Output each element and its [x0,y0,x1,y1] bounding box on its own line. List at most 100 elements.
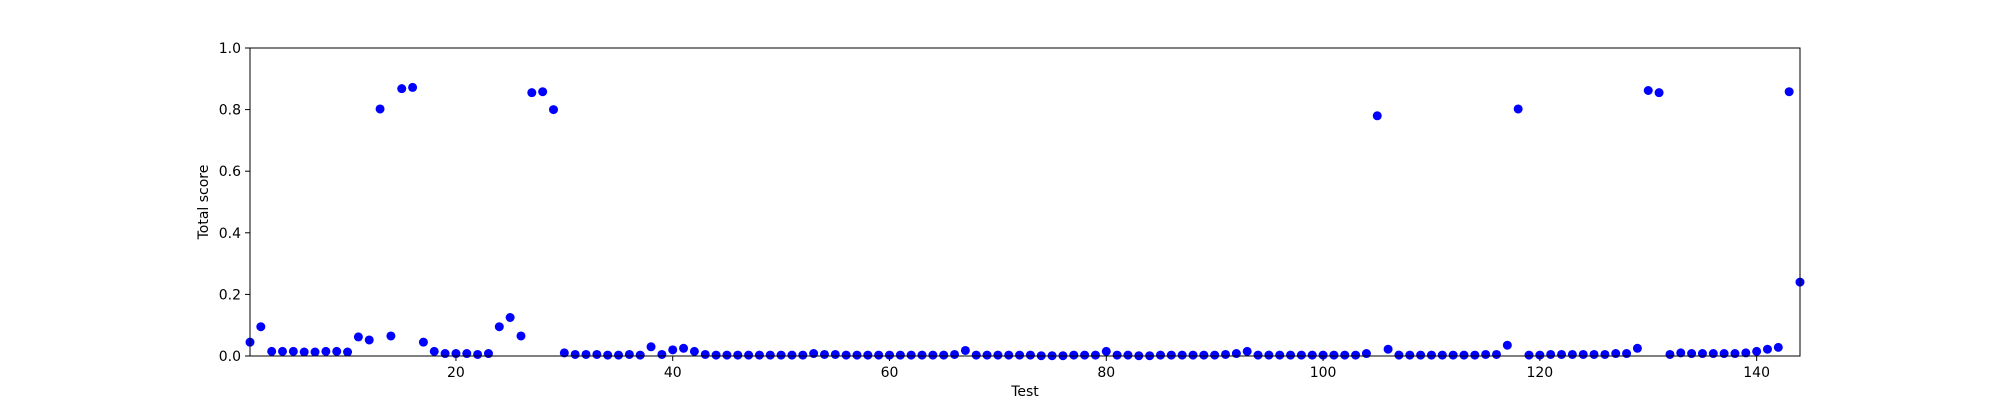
data-point [1329,350,1339,360]
data-point [1405,350,1415,360]
data-point [418,337,428,347]
data-point [1112,350,1122,360]
data-point [733,350,743,360]
y-tick-label: 0.2 [219,287,241,303]
y-axis-label: Total score [196,165,212,241]
data-point [1697,349,1707,359]
data-points [245,82,1805,361]
data-point [1286,350,1296,360]
data-point [776,350,786,360]
data-point [1101,346,1111,356]
data-point [408,82,418,92]
x-tick-label: 20 [447,365,465,381]
data-point [440,349,450,359]
data-point [1567,349,1577,359]
data-point [744,350,754,360]
data-point [1448,350,1458,360]
data-point [494,322,504,332]
data-point [386,331,396,341]
data-point [1524,350,1534,360]
data-point [765,350,775,360]
x-tick-label: 80 [1097,365,1115,381]
data-point [1231,349,1241,359]
data-point [1773,342,1783,352]
data-point [1340,350,1350,360]
y-tick-label: 0.8 [219,103,241,119]
x-tick-label: 120 [1526,365,1553,381]
x-tick-label: 140 [1743,365,1770,381]
data-point [1394,350,1404,360]
data-point [1676,348,1686,358]
data-point [278,346,288,356]
x-tick-label: 60 [881,365,899,381]
data-point [819,349,829,359]
data-point [332,346,342,356]
data-point [310,347,320,357]
data-point [592,349,602,359]
data-point [1762,344,1772,354]
data-point [993,350,1003,360]
data-point [874,350,884,360]
data-point [657,349,667,359]
data-point [1470,350,1480,360]
data-point [1708,349,1718,359]
data-point [1090,350,1100,360]
data-point [971,350,981,360]
data-point [1383,344,1393,354]
data-point [548,105,558,115]
data-point [1275,350,1285,360]
data-point [917,350,927,360]
data-point [581,349,591,359]
data-point [798,350,808,360]
data-point [1654,88,1664,98]
data-point [1221,349,1231,359]
plot-area-frame [249,47,1801,357]
data-point [960,345,970,355]
data-point [863,350,873,360]
data-point [1210,350,1220,360]
data-point [1578,349,1588,359]
data-point [1546,349,1556,359]
data-point [343,347,353,357]
data-point [1502,340,1512,350]
data-point [1632,343,1642,353]
data-point [1264,350,1274,360]
data-point [1080,350,1090,360]
data-point [375,104,385,114]
data-point [1015,350,1025,360]
data-point [1459,350,1469,360]
data-point [516,331,526,341]
data-point [635,350,645,360]
data-point [462,349,472,359]
data-point [397,84,407,94]
data-point [1535,350,1545,360]
data-point [885,350,895,360]
data-point [1069,350,1079,360]
data-point [982,350,992,360]
data-point [852,350,862,360]
data-point [1426,350,1436,360]
data-point [689,346,699,356]
data-point [939,350,949,360]
data-point [787,350,797,360]
data-point [299,347,309,357]
data-point [700,349,710,359]
data-point [1188,350,1198,360]
data-point [473,349,483,359]
data-point [353,332,363,342]
y-tick-label: 0.6 [219,164,241,180]
x-axis-label: Test [1010,384,1039,400]
data-point [364,335,374,345]
data-point [1784,87,1794,97]
data-point [1296,350,1306,360]
data-point [1004,350,1014,360]
data-point [809,349,819,359]
data-point [1253,350,1263,360]
data-point [570,349,580,359]
data-point [1513,104,1523,114]
y-tick-label: 1.0 [219,41,241,57]
data-point [1372,111,1382,121]
data-point [559,348,569,358]
data-point [1589,349,1599,359]
